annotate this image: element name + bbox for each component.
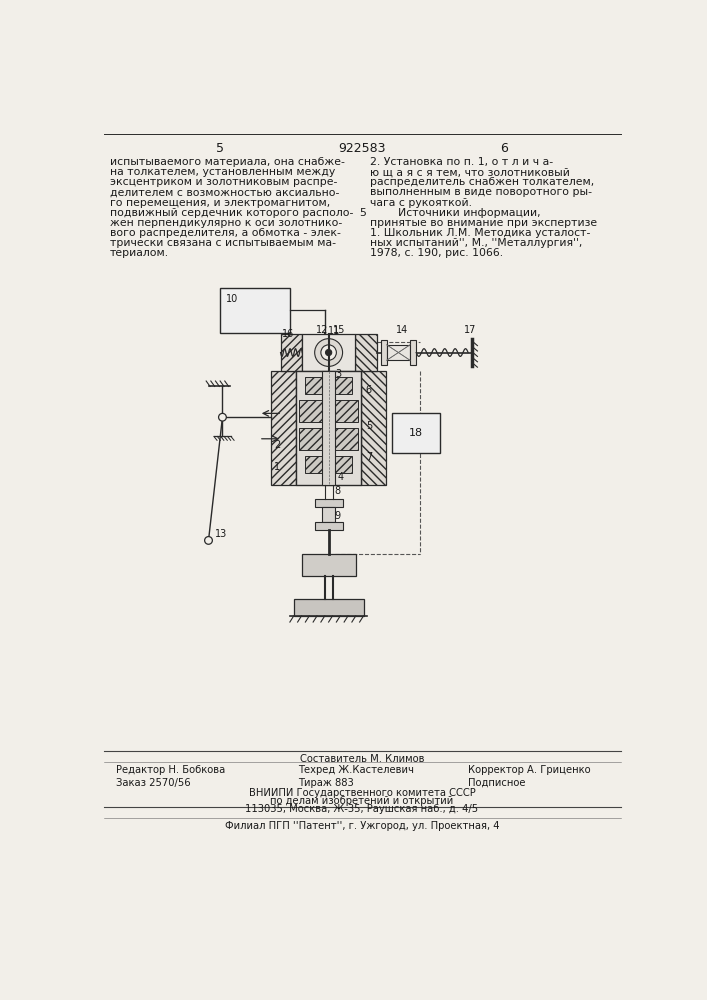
Bar bbox=[305, 456, 352, 473]
Text: 16: 16 bbox=[282, 329, 294, 339]
Text: 5: 5 bbox=[366, 421, 372, 431]
Bar bbox=[322, 507, 335, 522]
Bar bbox=[220, 288, 290, 333]
Text: по делам изобретений и открытий: по делам изобретений и открытий bbox=[270, 796, 454, 806]
Text: 1978, с. 190, рис. 1066.: 1978, с. 190, рис. 1066. bbox=[370, 248, 503, 258]
Text: делителем с возможностью аксиально-: делителем с возможностью аксиально- bbox=[110, 187, 339, 197]
Text: 7: 7 bbox=[366, 452, 372, 462]
Bar bbox=[296, 371, 361, 485]
Bar bbox=[305, 377, 352, 394]
Text: 9: 9 bbox=[335, 511, 341, 521]
Text: Техред Ж.Кастелевич: Техред Ж.Кастелевич bbox=[298, 765, 414, 775]
Text: чага с рукояткой.: чага с рукояткой. bbox=[370, 198, 472, 208]
Text: принятые во внимание при экспертизе: принятые во внимание при экспертизе bbox=[370, 218, 597, 228]
Text: ю щ а я с я тем, что золотниковый: ю щ а я с я тем, что золотниковый bbox=[370, 167, 570, 177]
Bar bbox=[387, 345, 410, 360]
Bar bbox=[281, 334, 303, 371]
Text: 4: 4 bbox=[338, 472, 344, 482]
Text: 1: 1 bbox=[274, 462, 281, 472]
Text: ВНИИПИ Государственного комитета СССР: ВНИИПИ Государственного комитета СССР bbox=[249, 788, 475, 798]
Bar bbox=[322, 371, 335, 485]
Circle shape bbox=[218, 413, 226, 421]
Bar bbox=[315, 499, 343, 507]
Bar bbox=[380, 340, 387, 365]
Text: 5: 5 bbox=[216, 142, 224, 155]
Bar bbox=[355, 334, 377, 371]
Text: выполненным в виде поворотного ры-: выполненным в виде поворотного ры- bbox=[370, 187, 592, 197]
Text: вого распределителя, а обмотка - элек-: вого распределителя, а обмотка - элек- bbox=[110, 228, 341, 238]
Text: 6: 6 bbox=[366, 385, 372, 395]
Text: Филиал ПГП ''Патент'', г. Ужгород, ул. Проектная, 4: Филиал ПГП ''Патент'', г. Ужгород, ул. П… bbox=[225, 821, 499, 831]
Bar bbox=[301, 554, 356, 576]
Text: 15: 15 bbox=[333, 325, 346, 335]
Text: 1. Школьник Л.М. Методика усталост-: 1. Школьник Л.М. Методика усталост- bbox=[370, 228, 590, 238]
Text: 12: 12 bbox=[316, 325, 329, 335]
Bar bbox=[299, 400, 358, 422]
Text: 17: 17 bbox=[464, 325, 477, 335]
Text: 5: 5 bbox=[360, 208, 366, 218]
Text: териалом.: териалом. bbox=[110, 248, 169, 258]
Text: эксцентриком и золотниковым распре-: эксцентриком и золотниковым распре- bbox=[110, 177, 337, 187]
Text: на толкателем, установленным между: на толкателем, установленным между bbox=[110, 167, 335, 177]
Text: 10: 10 bbox=[226, 294, 238, 304]
Text: испытываемого материала, она снабже-: испытываемого материала, она снабже- bbox=[110, 157, 345, 167]
Bar bbox=[410, 340, 416, 365]
Text: Корректор А. Гриценко: Корректор А. Гриценко bbox=[468, 765, 591, 775]
Circle shape bbox=[325, 349, 332, 356]
Text: Редактор Н. Бобкова: Редактор Н. Бобкова bbox=[115, 765, 225, 775]
Text: подвижный сердечник которого располо-: подвижный сердечник которого располо- bbox=[110, 208, 354, 218]
Text: распределитель снабжен толкателем,: распределитель снабжен толкателем, bbox=[370, 177, 594, 187]
Text: Составитель М. Климов: Составитель М. Климов bbox=[300, 754, 424, 764]
Text: 2: 2 bbox=[274, 440, 281, 450]
Text: Заказ 2570/56: Заказ 2570/56 bbox=[115, 778, 190, 788]
Bar bbox=[299, 428, 358, 450]
Bar bbox=[293, 599, 363, 616]
Text: ных испытаний'', М., ''Металлургия'',: ных испытаний'', М., ''Металлургия'', bbox=[370, 238, 582, 248]
Text: Подписное: Подписное bbox=[468, 778, 525, 788]
Text: 11: 11 bbox=[328, 326, 340, 336]
Text: трически связана с испытываемым ма-: трически связана с испытываемым ма- bbox=[110, 238, 336, 248]
Text: го перемещения, и электромагнитом,: го перемещения, и электромагнитом, bbox=[110, 198, 330, 208]
Text: 6: 6 bbox=[501, 142, 508, 155]
Text: 13: 13 bbox=[215, 529, 227, 539]
Text: 113035, Москва, Ж-35, Раушская наб., д. 4/5: 113035, Москва, Ж-35, Раушская наб., д. … bbox=[245, 804, 479, 814]
Text: 922583: 922583 bbox=[338, 142, 386, 155]
Text: жен перпендикулярно к оси золотнико-: жен перпендикулярно к оси золотнико- bbox=[110, 218, 342, 228]
Circle shape bbox=[315, 339, 343, 366]
Bar bbox=[303, 334, 355, 371]
Text: 2. Установка по п. 1, о т л и ч а-: 2. Установка по п. 1, о т л и ч а- bbox=[370, 157, 553, 167]
Bar bbox=[271, 371, 296, 485]
Text: Тираж 883: Тираж 883 bbox=[298, 778, 354, 788]
Text: 14: 14 bbox=[396, 325, 409, 335]
Bar bbox=[361, 371, 386, 485]
Text: 3: 3 bbox=[335, 369, 341, 379]
Text: Источники информации,: Источники информации, bbox=[370, 208, 540, 218]
Text: 8: 8 bbox=[335, 486, 341, 496]
Bar bbox=[315, 522, 343, 530]
Text: 18: 18 bbox=[409, 428, 423, 438]
Circle shape bbox=[321, 345, 337, 360]
Bar bbox=[392, 413, 440, 453]
Circle shape bbox=[204, 537, 212, 544]
